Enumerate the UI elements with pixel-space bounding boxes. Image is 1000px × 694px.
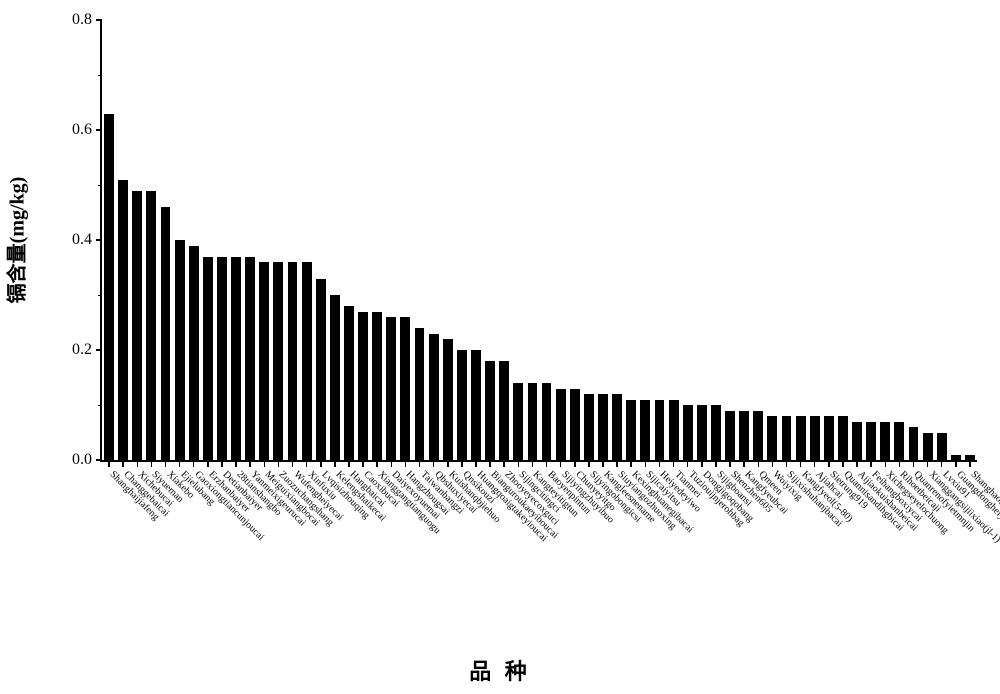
bar bbox=[485, 361, 495, 460]
bar bbox=[528, 383, 538, 460]
bars-container bbox=[102, 20, 977, 460]
y-tick-mark bbox=[96, 129, 102, 131]
y-minor-tick bbox=[98, 405, 102, 406]
chart-plot-area bbox=[100, 20, 977, 462]
y-tick-label: 0.4 bbox=[72, 231, 92, 249]
bar bbox=[556, 389, 566, 461]
bar bbox=[711, 405, 721, 460]
bar bbox=[937, 433, 947, 461]
bar bbox=[471, 350, 481, 460]
bar bbox=[852, 422, 862, 461]
bar bbox=[725, 411, 735, 461]
bar bbox=[358, 312, 368, 461]
bar bbox=[838, 416, 848, 460]
y-minor-tick bbox=[98, 185, 102, 186]
bar bbox=[189, 246, 199, 461]
bar bbox=[513, 383, 523, 460]
bar bbox=[669, 400, 679, 461]
bar bbox=[344, 306, 354, 460]
y-tick-label: 0.6 bbox=[72, 121, 92, 139]
bar bbox=[909, 427, 919, 460]
y-tick-label: 0.0 bbox=[72, 451, 92, 469]
bar bbox=[259, 262, 269, 460]
bar bbox=[118, 180, 128, 461]
bar bbox=[894, 422, 904, 461]
bar bbox=[203, 257, 213, 461]
bar bbox=[626, 400, 636, 461]
y-tick-mark bbox=[96, 349, 102, 351]
bar bbox=[415, 328, 425, 460]
bar bbox=[753, 411, 763, 461]
y-tick-label: 0.8 bbox=[72, 11, 92, 29]
bar bbox=[372, 312, 382, 461]
y-minor-tick bbox=[98, 295, 102, 296]
bar bbox=[443, 339, 453, 460]
bar bbox=[231, 257, 241, 461]
bar bbox=[584, 394, 594, 460]
y-tick-mark bbox=[96, 19, 102, 21]
bar bbox=[330, 295, 340, 460]
bar bbox=[866, 422, 876, 461]
bar bbox=[288, 262, 298, 460]
bar bbox=[810, 416, 820, 460]
bar bbox=[217, 257, 227, 461]
bar bbox=[132, 191, 142, 461]
y-tick-label: 0.2 bbox=[72, 341, 92, 359]
category-labels-layer: ShanghaijiafengChanggebaicaiXichebucaiSi… bbox=[100, 460, 975, 680]
bar bbox=[429, 334, 439, 461]
y-axis-label: 镉含量(mg/kg) bbox=[1, 177, 30, 304]
bar bbox=[824, 416, 834, 460]
bar bbox=[782, 416, 792, 460]
y-minor-tick bbox=[98, 75, 102, 76]
bar bbox=[739, 411, 749, 461]
bar bbox=[542, 383, 552, 460]
bar bbox=[612, 394, 622, 460]
bar bbox=[302, 262, 312, 460]
bar bbox=[273, 262, 283, 460]
bar bbox=[767, 416, 777, 460]
bar bbox=[923, 433, 933, 461]
bar bbox=[655, 400, 665, 461]
bar bbox=[400, 317, 410, 460]
bar bbox=[175, 240, 185, 460]
bar bbox=[386, 317, 396, 460]
bar bbox=[598, 394, 608, 460]
bar bbox=[161, 207, 171, 460]
bar bbox=[796, 416, 806, 460]
bar bbox=[697, 405, 707, 460]
bar bbox=[457, 350, 467, 460]
bar bbox=[683, 405, 693, 460]
bar bbox=[499, 361, 509, 460]
bar bbox=[316, 279, 326, 461]
y-tick-mark bbox=[96, 239, 102, 241]
bar bbox=[146, 191, 156, 461]
bar bbox=[570, 389, 580, 461]
bar bbox=[640, 400, 650, 461]
bar bbox=[245, 257, 255, 461]
bar bbox=[880, 422, 890, 461]
bar bbox=[104, 114, 114, 461]
